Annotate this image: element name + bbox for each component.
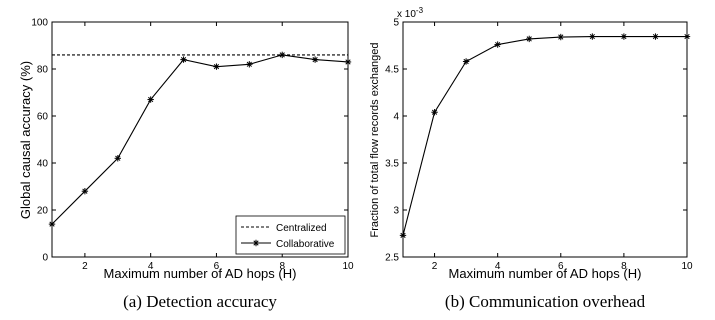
caption-b: (b) Communication overhead: [445, 292, 646, 311]
y-tick-label-b-1: 3: [393, 206, 399, 217]
y-tick-label-a-0: 0: [42, 253, 48, 264]
data-point-a-1-4: [180, 56, 187, 63]
data-point-b-0-8: [652, 33, 659, 40]
y-tick-label-a-1: 20: [37, 206, 49, 217]
data-point-b-0-1: [431, 109, 438, 116]
data-point-a-1-8: [311, 56, 319, 63]
legend-box-a: [235, 215, 346, 255]
x-tick-label-b-2: 6: [558, 261, 564, 272]
legend-marker-collaborative: [252, 239, 260, 247]
series-line-b-0: [402, 36, 687, 236]
y-axis-label-a: Global causal accuracy (%): [18, 61, 33, 219]
data-point-a-1-9: [344, 58, 352, 66]
legend-a: Centralized Collaborative: [235, 215, 346, 255]
x-tick-label-a-0: 2: [82, 261, 88, 272]
data-point-a-1-0: [48, 220, 56, 228]
x-tick-label-a-2: 6: [214, 261, 220, 272]
x-tick-label-b-3: 8: [621, 261, 627, 272]
data-point-a-1-2: [114, 155, 121, 162]
legend-label-centralized: Centralized: [276, 223, 327, 234]
caption-a: (a) Detection accuracy: [123, 292, 277, 311]
y-tick-label-a-5: 100: [31, 18, 48, 29]
y-tick-label-b-5: 5: [393, 18, 399, 29]
data-point-b-0-2: [462, 58, 470, 65]
data-point-b-0-9: [683, 33, 691, 40]
data-point-a-1-7: [279, 51, 286, 59]
y-axis-label-b: Fraction of total flow records exchanged: [369, 42, 381, 237]
x-tick-label-a-1: 4: [148, 261, 154, 272]
x-tick-label-a-3: 8: [279, 261, 285, 272]
y-tick-label-b-2: 3.5: [385, 159, 399, 170]
data-point-a-1-1: [81, 188, 89, 195]
exponent-label-b: x 10-3: [397, 6, 424, 20]
data-point-b-0-7: [620, 33, 628, 40]
y-tick-label-b-3: 4: [393, 112, 399, 123]
data-point-a-1-6: [246, 61, 253, 68]
y-tick-label-a-2: 40: [37, 159, 49, 170]
x-axis-label-b: Maximum number of AD hops (H): [449, 266, 642, 281]
x-tick-label-b-1: 4: [495, 261, 501, 272]
chart-communication-overhead: 2 4 6 8 10 2.5 3 3.5 4 4.5 5 Fraction of total flo…: [369, 6, 693, 311]
data-point-b-0-5: [557, 33, 564, 41]
y-tick-label-b-0: 2.5: [385, 253, 399, 264]
data-point-b-0-0: [399, 232, 407, 239]
x-tick-label-b-0: 2: [432, 261, 438, 272]
x-tick-label-b-4: 10: [681, 261, 693, 272]
data-point-b-0-6: [589, 33, 596, 40]
legend-star-glyph: [252, 239, 260, 247]
data-point-b-0-3: [494, 41, 501, 48]
y-tick-label-b-4: 4.5: [385, 65, 399, 76]
series-line-a-1: [51, 54, 349, 225]
x-axis-label-a: Maximum number of AD hops (H): [104, 266, 297, 281]
data-point-a-1-3: [147, 96, 154, 103]
y-tick-label-a-4: 80: [37, 65, 49, 76]
data-point-b-0-4: [526, 35, 533, 43]
legend-label-collaborative: Collaborative: [276, 239, 335, 250]
plot-area-b: [402, 21, 688, 258]
data-point-a-1-5: [213, 63, 220, 70]
y-tick-label-a-3: 60: [37, 112, 49, 123]
x-tick-label-a-4: 10: [342, 261, 354, 272]
